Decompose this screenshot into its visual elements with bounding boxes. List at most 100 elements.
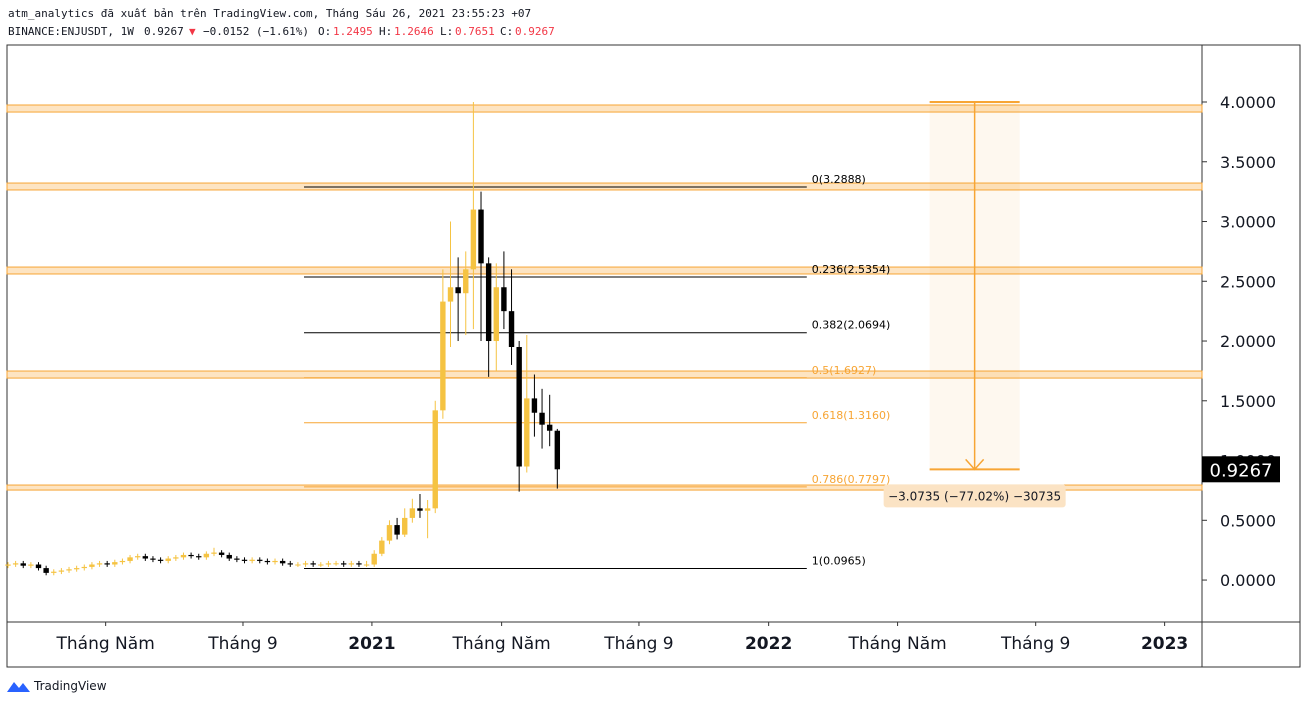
x-tick-label: Tháng Năm (847, 634, 946, 654)
chart-frame (6, 44, 1301, 668)
candle-body (386, 525, 393, 541)
brand: TradingView (33, 679, 107, 693)
fib-label: 0.236(2.5354) (812, 263, 891, 276)
candle-body (524, 398, 530, 467)
candle-body (20, 563, 26, 566)
candle-body (516, 347, 522, 467)
candle-body (157, 559, 164, 561)
candle-body (295, 564, 301, 566)
ohlc-value: 0.9267 (515, 25, 555, 38)
price-label-box (1202, 456, 1280, 483)
candle-body (249, 559, 255, 561)
candle-body (470, 209, 477, 270)
candle-body (356, 563, 362, 565)
x-tick-label: Tháng 9 (207, 634, 277, 654)
candle-body (379, 540, 385, 554)
candle-body (142, 556, 149, 559)
x-tick-label: Tháng 9 (603, 634, 673, 654)
y-tick-label: 4.0000 (1220, 93, 1276, 112)
candle-body (35, 564, 42, 569)
header-title: atm_analytics đã xuất bản trên TradingVi… (8, 7, 531, 20)
x-tick-label: 2021 (348, 634, 395, 654)
brand-logo (7, 682, 30, 692)
zone (6, 182, 1203, 191)
ohlc-prefix: O: (318, 25, 331, 38)
candle-body (234, 558, 240, 560)
candle-body (66, 569, 72, 571)
candle-body (340, 563, 347, 565)
candle-body (455, 287, 461, 294)
x-tick-label: Tháng 9 (1000, 634, 1070, 654)
candle-body (241, 559, 248, 561)
candle-body (478, 209, 484, 264)
candle-body (89, 564, 95, 567)
y-tick-label: 2.5000 (1220, 272, 1276, 291)
y-tick-label: 1.5000 (1220, 392, 1276, 411)
candle-body (188, 554, 194, 557)
candle-body (394, 525, 400, 535)
candle-body (318, 564, 324, 566)
candle-body (539, 412, 545, 425)
candle-body (58, 570, 65, 572)
candle-body (12, 563, 19, 565)
candle-body (333, 563, 339, 565)
fib-label: 0(3.2888) (812, 173, 866, 186)
candle-body (447, 287, 454, 302)
candle-body (554, 430, 561, 470)
candle-body (112, 562, 118, 565)
candle-body (348, 563, 355, 565)
y-tick-label: 0.5000 (1220, 511, 1276, 530)
ohlc-value: 1.2646 (394, 25, 434, 38)
zone (6, 370, 1203, 379)
zone (6, 104, 1203, 113)
measure-label-box (883, 484, 1066, 508)
candle-body (409, 508, 416, 518)
candle-body (417, 508, 423, 511)
candle-body (203, 553, 210, 558)
fib-label: 1(0.0965) (812, 555, 866, 568)
zone (6, 484, 1203, 491)
candle-body (96, 563, 103, 565)
candle-body (51, 571, 57, 573)
last-price: 0.9267 (144, 25, 184, 38)
change: −0.0152 (−1.61%) (203, 25, 309, 38)
candle-body (257, 559, 263, 561)
candle-body (127, 557, 133, 561)
candle-body (531, 398, 538, 413)
candle-body (73, 568, 80, 570)
candle-body (226, 554, 232, 559)
candle-body (432, 410, 438, 509)
ohlc-prefix: H: (379, 25, 392, 38)
x-tick-label: 2022 (745, 634, 792, 654)
x-tick-label: Tháng Năm (56, 634, 155, 654)
candle-body (363, 564, 370, 566)
measure-arrowhead (965, 458, 985, 471)
ohlc-value: 0.7651 (455, 25, 495, 38)
zone (6, 266, 1203, 275)
x-tick-label: 2023 (1141, 634, 1188, 654)
candle-body (43, 568, 49, 573)
candle-body (211, 552, 217, 554)
candle-body (508, 311, 515, 348)
ohlc-value: 1.2495 (333, 25, 373, 38)
symbol: BINANCE:ENJUSDT, 1W (8, 25, 134, 38)
candle-body (485, 263, 492, 342)
candle-body (28, 564, 34, 566)
candle-body (310, 563, 316, 565)
candle-body (119, 560, 126, 563)
candle-body (180, 554, 187, 558)
candle-body (104, 563, 110, 565)
candle-body (546, 424, 553, 431)
candle-body (5, 564, 11, 566)
candle-body (165, 558, 171, 561)
candle-body (272, 560, 278, 563)
candle-body (371, 553, 377, 565)
candle-body (173, 557, 179, 559)
ohlc-prefix: L: (440, 25, 453, 38)
candle-body (402, 517, 408, 535)
y-tick-label: 2.0000 (1220, 332, 1276, 351)
y-tick-label: 3.0000 (1220, 213, 1276, 232)
candle-body (218, 552, 225, 555)
candle-body (196, 556, 202, 558)
